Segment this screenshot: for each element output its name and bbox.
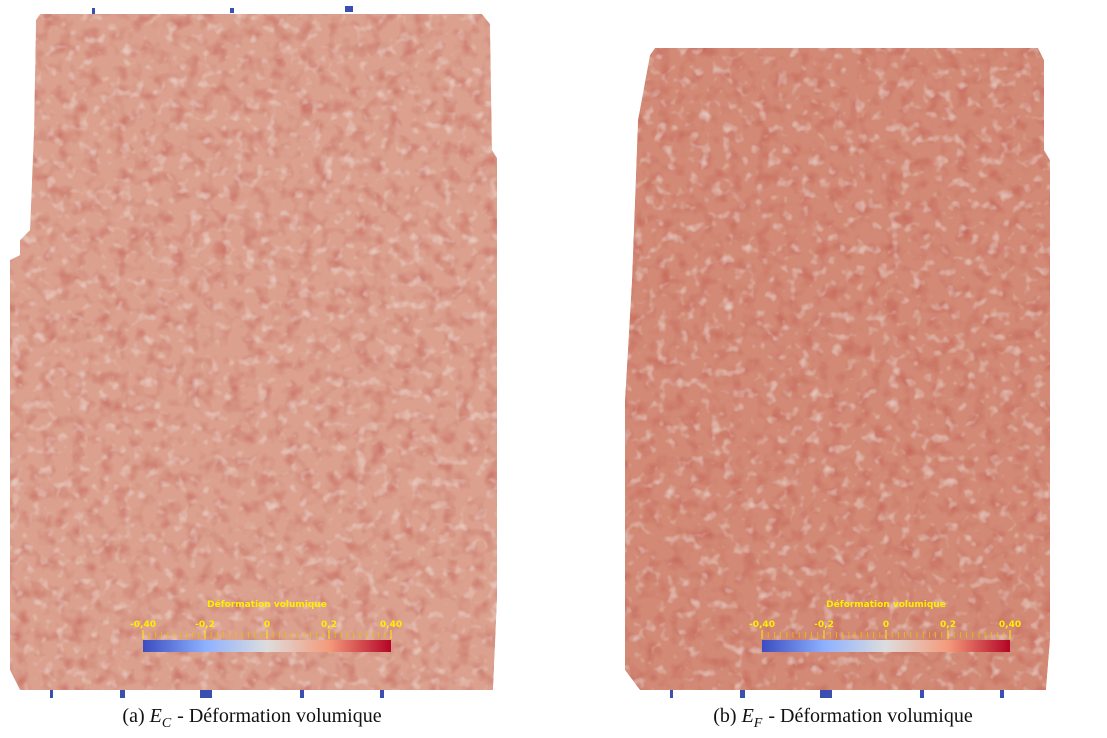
blue-fragments [50, 6, 1004, 698]
tick-label: -0,40 [749, 620, 775, 630]
caption: (a) EC - Déformation volumique [122, 705, 381, 731]
tick-label: -0,40 [130, 620, 156, 630]
tick-label: 0,2 [940, 620, 956, 630]
caption-subscript: F [753, 716, 763, 731]
tick-label: 0,40 [380, 620, 402, 630]
strain-field-a [10, 14, 497, 690]
tick-label: -0,2 [814, 620, 834, 630]
colorbar [762, 640, 1010, 652]
tick-label: 0,40 [999, 620, 1021, 630]
caption: (b) EF - Déformation volumique [713, 705, 973, 731]
tick-label: 0 [883, 620, 889, 630]
strain-field-b [625, 48, 1050, 690]
colorbar-title: Déformation volumique [207, 599, 327, 610]
tick-label: 0,2 [321, 620, 337, 630]
colorbar-title: Déformation volumique [826, 599, 946, 610]
caption-text: - Déformation volumique [177, 705, 382, 727]
caption-symbol: E [149, 705, 162, 727]
panels: Déformation volumique -0,40 -0,2 0 0,2 0,40 (a… [122, 599, 1021, 731]
panel: Déformation volumique -0,40 -0,2 0 0,2 0,40 (a… [122, 599, 402, 731]
tick-label: -0,2 [195, 620, 215, 630]
caption-label: (b) [713, 705, 736, 727]
colorbar [143, 640, 391, 652]
caption-subscript: C [162, 716, 172, 731]
tick-label: 0 [264, 620, 270, 630]
panel: Déformation volumique -0,40 -0,2 0 0,2 0,40 (b… [713, 599, 1021, 731]
caption-symbol: E [741, 705, 754, 727]
caption-text: - Déformation volumique [768, 705, 973, 727]
caption-label: (a) [122, 705, 144, 727]
